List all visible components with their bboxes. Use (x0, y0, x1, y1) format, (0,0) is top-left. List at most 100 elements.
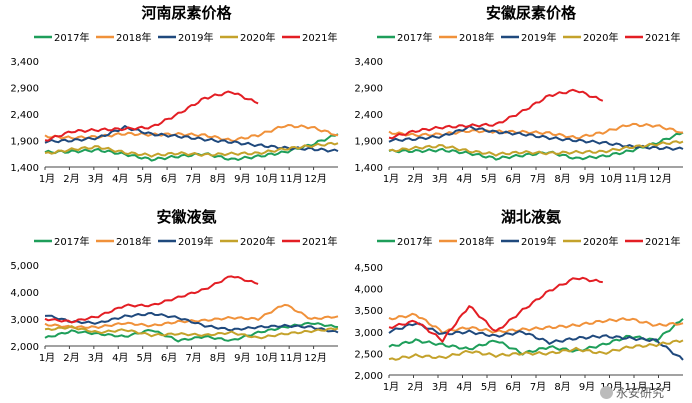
y-tick-label: 2,000 (354, 371, 383, 382)
x-tick-label: 2月 (407, 381, 423, 393)
y-tick-label: 1,400 (354, 163, 383, 174)
x-tick-label: 6月 (505, 381, 521, 393)
x-tick-label: 7月 (530, 381, 546, 393)
legend-label: 2018年 (116, 31, 151, 44)
watermark-label: 永安研究 (616, 386, 665, 400)
legend-label: 2019年 (178, 31, 213, 44)
series-line (388, 122, 684, 140)
x-tick-label: 12月 (649, 381, 672, 393)
x-tick-label: 2月 (63, 173, 79, 185)
series-line (388, 276, 603, 343)
x-tick-label: 8月 (554, 381, 570, 393)
chart-title: 河南尿素价格 (141, 4, 232, 22)
y-tick-label: 2,400 (354, 110, 383, 121)
x-tick-label: 1月 (39, 173, 55, 185)
x-tick-label: 6月 (161, 173, 177, 185)
x-tick-label: 3月 (88, 173, 104, 185)
legend-label: 2020年 (240, 235, 275, 248)
x-tick-label: 9月 (234, 352, 250, 364)
x-tick-label: 12月 (649, 173, 672, 185)
legend-label: 2021年 (302, 31, 337, 44)
x-tick-label: 1月 (383, 381, 399, 393)
x-tick-label: 6月 (505, 173, 521, 185)
legend-label: 2020年 (240, 31, 275, 44)
series-line (44, 312, 339, 334)
x-tick-label: 4月 (112, 352, 128, 364)
y-tick-label: 3,400 (10, 57, 39, 68)
y-tick-label: 1,400 (10, 163, 39, 174)
x-tick-label: 3月 (88, 352, 104, 364)
x-tick-label: 9月 (234, 173, 250, 185)
x-tick-label: 7月 (185, 352, 201, 364)
legend-label: 2019年 (521, 31, 556, 44)
series-line (44, 133, 339, 162)
x-tick-label: 4月 (112, 173, 128, 185)
y-tick-label: 4,500 (354, 263, 383, 274)
series-line (44, 275, 259, 324)
y-tick-label: 3,400 (354, 57, 383, 68)
y-tick-label: 1,900 (354, 137, 383, 148)
chart-title: 安徽尿素价格 (486, 4, 577, 22)
series-line (388, 318, 684, 356)
x-tick-label: 11月 (625, 173, 648, 185)
series-line (388, 312, 684, 334)
legend-label: 2021年 (645, 31, 680, 44)
x-tick-label: 1月 (39, 352, 55, 364)
series-line (44, 124, 339, 143)
x-tick-label: 4月 (456, 173, 472, 185)
x-tick-label: 7月 (530, 173, 546, 185)
x-tick-label: 5月 (481, 381, 497, 393)
x-tick-label: 1月 (383, 173, 399, 185)
x-tick-label: 4月 (456, 381, 472, 393)
legend-label: 2017年 (397, 235, 432, 248)
x-tick-label: 5月 (481, 173, 497, 185)
y-tick-label: 3,000 (354, 328, 383, 339)
legend-label: 2017年 (54, 235, 89, 248)
x-tick-label: 8月 (210, 352, 226, 364)
x-tick-label: 9月 (579, 381, 595, 393)
y-tick-label: 2,500 (354, 349, 383, 360)
y-tick-label: 2,900 (354, 84, 383, 95)
x-tick-label: 8月 (210, 173, 226, 185)
y-tick-label: 3,500 (354, 306, 383, 317)
series-line (388, 339, 684, 361)
legend-label: 2020年 (583, 235, 618, 248)
x-tick-label: 12月 (304, 173, 327, 185)
y-tick-label: 4,000 (354, 285, 383, 296)
x-tick-label: 12月 (304, 352, 327, 364)
series-line (44, 325, 339, 340)
y-tick-label: 4,000 (10, 288, 39, 299)
x-tick-label: 11月 (280, 352, 303, 364)
legend-label: 2019年 (178, 235, 213, 248)
chart-panel-2: 安徽尿素价格 2017年 2018年 2019年 2020年 2021年 1,400 1,90… (354, 4, 684, 185)
y-tick-label: 2,400 (10, 110, 39, 121)
series-line (388, 322, 684, 361)
legend-label: 2018年 (116, 235, 151, 248)
x-tick-label: 9月 (579, 173, 595, 185)
legend-label: 2021年 (645, 235, 680, 248)
series-line (388, 88, 604, 140)
x-tick-label: 6月 (161, 352, 177, 364)
x-tick-label: 11月 (625, 381, 648, 393)
x-tick-label: 5月 (136, 352, 152, 364)
x-tick-label: 2月 (407, 173, 423, 185)
legend-label: 2017年 (397, 31, 432, 44)
chart-panel-3: 安徽液氨 2017年 2018年 2019年 2020年 2021年 2,000 3,000 4… (10, 208, 339, 364)
series-line (44, 141, 339, 158)
chart-panel-4: 湖北液氨 2017年 2018年 2019年 2020年 2021年 2,000 2,500 3… (354, 208, 684, 393)
x-tick-label: 3月 (432, 173, 448, 185)
y-tick-label: 2,000 (10, 342, 39, 353)
watermark: 永安研究 (600, 384, 664, 401)
x-tick-label: 5月 (136, 173, 152, 185)
x-tick-label: 11月 (280, 173, 303, 185)
x-tick-label: 10月 (600, 173, 623, 185)
chart-title: 安徽液氨 (156, 208, 216, 226)
y-tick-label: 5,000 (10, 261, 39, 272)
legend-label: 2021年 (302, 235, 337, 248)
wechat-icon (600, 386, 613, 399)
x-tick-label: 10月 (255, 173, 278, 185)
series-line (388, 131, 684, 161)
series-line (44, 303, 339, 329)
chart-title: 湖北液氨 (501, 208, 561, 226)
